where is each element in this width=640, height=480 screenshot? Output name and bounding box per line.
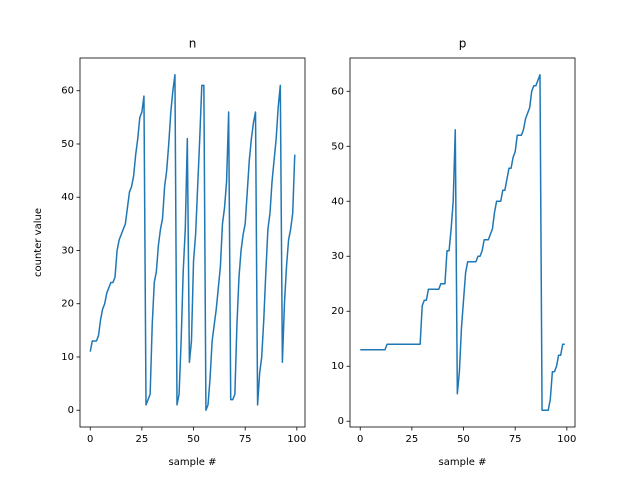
x-tick-label: 100 bbox=[557, 434, 576, 445]
data-line bbox=[360, 74, 565, 411]
x-tick-label: 75 bbox=[239, 434, 252, 445]
y-tick-label: 40 bbox=[331, 196, 344, 207]
x-tick-label: 0 bbox=[357, 434, 363, 445]
x-tick-label: 0 bbox=[87, 434, 93, 445]
x-tick-label: 75 bbox=[509, 434, 522, 445]
y-tick-label: 10 bbox=[61, 352, 74, 363]
x-axis-label: sample # bbox=[439, 457, 487, 468]
y-tick-label: 0 bbox=[68, 405, 74, 416]
axes-frame bbox=[349, 57, 576, 428]
y-tick-label: 20 bbox=[61, 299, 74, 310]
y-tick-label: 10 bbox=[331, 361, 344, 372]
y-tick-label: 0 bbox=[338, 416, 344, 427]
axes-title: p bbox=[459, 37, 467, 51]
y-tick-label: 50 bbox=[61, 139, 74, 150]
x-tick-label: 50 bbox=[187, 434, 200, 445]
x-tick-label: 25 bbox=[406, 434, 419, 445]
axes-frame bbox=[79, 57, 306, 428]
y-tick-label: 60 bbox=[331, 86, 344, 97]
y-axis-label: counter value bbox=[33, 208, 44, 277]
y-tick-label: 50 bbox=[331, 141, 344, 152]
x-tick-label: 25 bbox=[136, 434, 149, 445]
y-tick-label: 40 bbox=[61, 192, 74, 203]
y-tick-label: 30 bbox=[331, 251, 344, 262]
y-tick-label: 30 bbox=[61, 245, 74, 256]
x-tick-label: 100 bbox=[287, 434, 306, 445]
x-tick-label: 50 bbox=[457, 434, 470, 445]
data-line bbox=[89, 74, 296, 411]
x-axis-label: sample # bbox=[169, 457, 217, 468]
axes-title: n bbox=[189, 37, 197, 51]
y-tick-label: 20 bbox=[331, 306, 344, 317]
y-tick-label: 60 bbox=[61, 86, 74, 97]
